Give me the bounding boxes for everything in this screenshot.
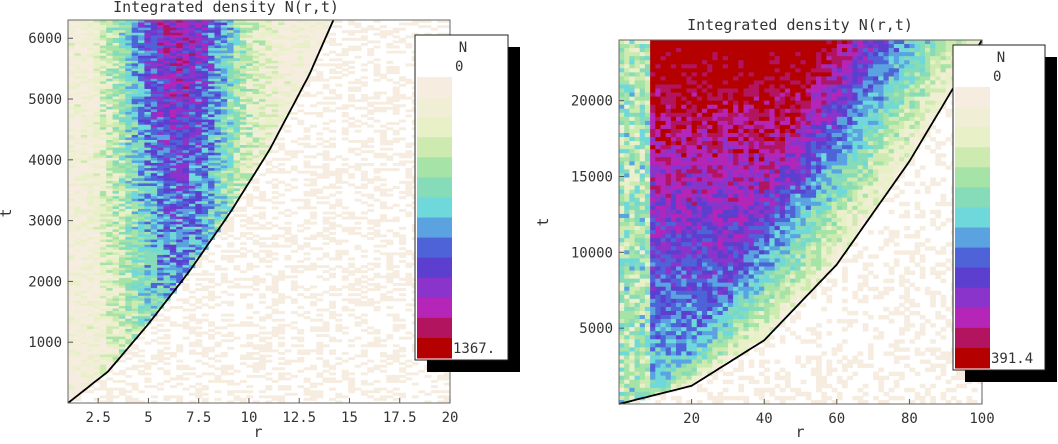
x-tick-label: 40 [756,411,773,427]
legend-swatch [417,298,452,319]
y-axis-label: t [534,217,552,226]
y-tick-label: 4000 [28,153,62,169]
legend-swatch [417,137,452,158]
x-tick-label: 20 [683,411,700,427]
color-legend: N 0 1367. [415,35,520,372]
heatmap-area [619,40,983,404]
x-tick-label: 20 [442,410,459,426]
x-tick-label: 5 [144,410,152,426]
legend-swatch [417,197,452,218]
legend-swatch [417,97,452,118]
x-tick-label: 12.5 [282,410,316,426]
x-tick-label: 100 [969,411,994,427]
legend-swatch [955,187,990,208]
legend-swatch [955,167,990,188]
legend-swatch [955,87,990,108]
x-tick-label: 80 [901,411,918,427]
y-tick-label: 6000 [28,31,62,47]
chart-right: Integrated density N(r,t) 20 40 60 80 100 50… [534,16,1057,440]
legend-swatch [955,348,990,369]
y-tick-label: 3000 [28,214,62,230]
legend-min-label: 0 [993,69,1001,85]
legend-swatch [417,318,452,339]
chart-title: Integrated density N(r,t) [687,16,913,34]
legend-swatch [417,218,452,239]
x-tick-label: 7.5 [186,410,211,426]
legend-swatch [417,238,452,259]
x-tick-label: 2.5 [86,410,111,426]
y-tick-label: 15000 [571,170,613,186]
legend-swatch [955,207,990,228]
legend-max-label: 1367. [453,341,495,357]
y-axis-ticks: 5000 10000 15000 20000 [571,94,624,338]
legend-swatch [955,288,990,309]
legend-min-label: 0 [455,59,463,75]
legend-swatch [417,258,452,279]
legend-swatch [417,77,452,98]
x-tick-label: 60 [828,411,845,427]
legend-swatch [417,278,452,299]
y-tick-label: 1000 [28,335,62,351]
y-tick-label: 5000 [579,321,613,337]
y-axis-ticks: 1000 2000 3000 4000 5000 6000 [28,31,73,351]
legend-swatch [417,157,452,178]
x-tick-label: 17.5 [383,410,417,426]
y-tick-label: 20000 [571,94,613,110]
legend-swatch [417,117,452,138]
legend-swatch [955,147,990,168]
y-tick-label: 10000 [571,245,613,261]
legend-title: N [997,50,1005,66]
legend-swatch [955,107,990,128]
legend-swatch [955,228,990,249]
heatmap-area [68,20,451,403]
y-tick-label: 5000 [28,92,62,108]
legend-swatch [955,248,990,269]
legend-swatch [417,177,452,198]
x-tick-label: 15 [341,410,358,426]
y-tick-label: 2000 [28,274,62,290]
legend-swatch [955,308,990,329]
legend-title: N [459,40,467,56]
legend-swatch [417,338,452,359]
legend-swatch [955,328,990,349]
color-legend: N 0 391.4 [953,45,1057,382]
x-axis-label: r [253,423,262,440]
x-axis-label: r [795,423,804,440]
legend-max-label: 391.4 [991,351,1033,367]
chart-title: Integrated density N(r,t) [113,0,339,16]
legend-swatch [955,268,990,289]
y-axis-label: t [0,208,15,217]
legend-swatch [955,127,990,148]
